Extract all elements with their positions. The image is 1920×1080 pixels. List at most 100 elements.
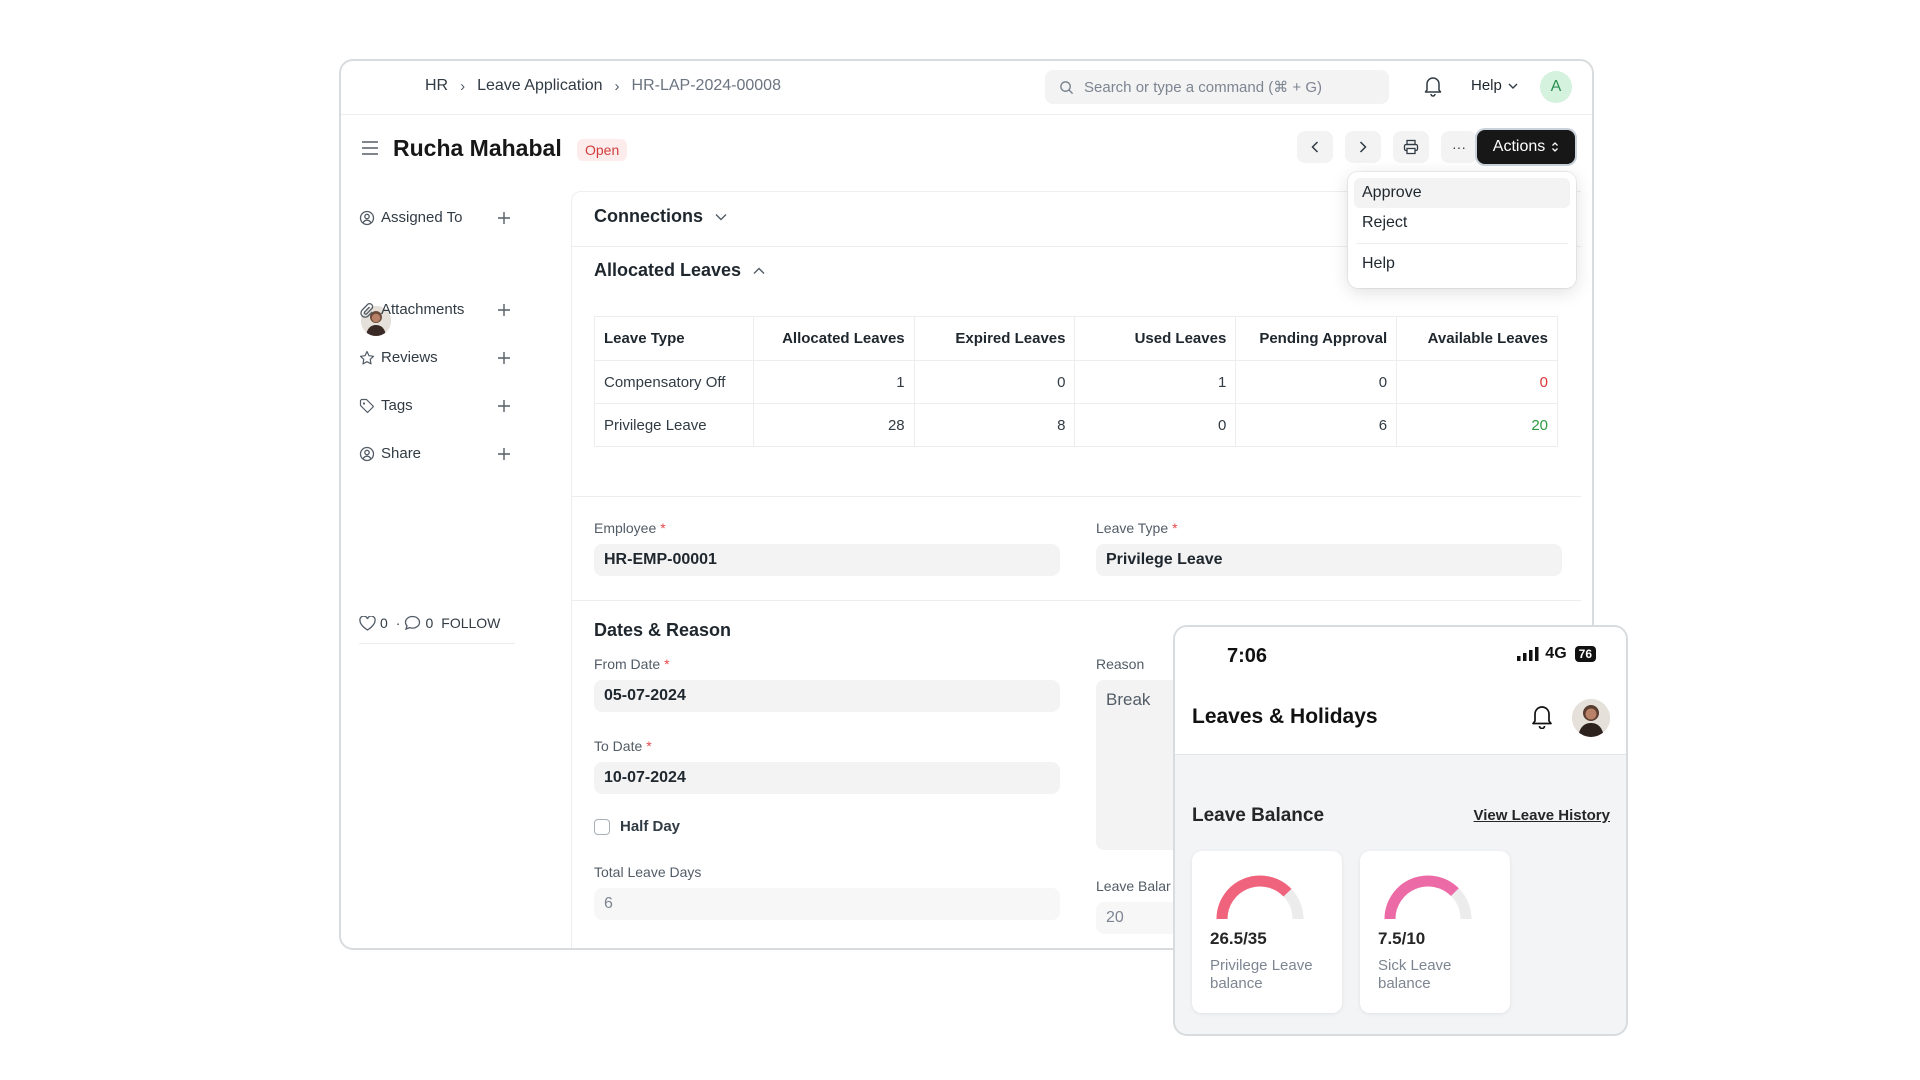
- sidebar-item-label: Reviews: [381, 349, 438, 366]
- menu-item-approve[interactable]: Approve: [1354, 178, 1570, 208]
- leave-type-label: Leave Type *: [1096, 520, 1178, 536]
- from-date-field[interactable]: 05-07-2024: [594, 680, 1060, 712]
- from-date-label: From Date *: [594, 656, 670, 672]
- table-cell: 0: [913, 360, 1076, 404]
- checkbox-box[interactable]: [594, 818, 610, 835]
- plus-icon[interactable]: [497, 399, 511, 413]
- tag-icon: [359, 398, 375, 413]
- employee-field[interactable]: HR-EMP-00001: [594, 544, 1060, 576]
- half-day-checkbox[interactable]: Half Day: [594, 818, 680, 835]
- privilege-leave-gauge: [1216, 875, 1304, 920]
- follow-button[interactable]: FOLLOW: [441, 615, 501, 631]
- plus-icon[interactable]: [497, 303, 511, 317]
- search-input[interactable]: Search or type a command (⌘ + G): [1045, 70, 1389, 104]
- section-title: Allocated Leaves: [594, 260, 742, 280]
- plus-icon[interactable]: [497, 211, 511, 225]
- heart-icon[interactable]: [359, 615, 376, 631]
- actions-dropdown-menu: Approve Reject Help: [1348, 172, 1576, 288]
- notification-bell-icon[interactable]: [1423, 75, 1443, 97]
- signal-icon: [1517, 647, 1539, 661]
- assign-icon: [359, 210, 375, 225]
- sick-leave-card[interactable]: 7.5/10 Sick Leave balance: [1360, 851, 1510, 1013]
- breadcrumb-hr[interactable]: HR: [425, 77, 449, 94]
- table-row: Privilege Leave 28 8 0 6 20: [594, 403, 1558, 447]
- allocated-section-toggle[interactable]: Allocated Leaves: [594, 260, 765, 281]
- status-time: 7:06: [1227, 645, 1268, 667]
- table-cell: Compensatory Off: [594, 360, 754, 404]
- table-row: Compensatory Off 1 0 1 0 0: [594, 360, 1558, 404]
- help-dropdown[interactable]: Help: [1471, 77, 1518, 94]
- chevron-up-icon: [753, 267, 765, 274]
- menu-divider: [1356, 243, 1568, 244]
- menu-item-help[interactable]: Help: [1362, 255, 1395, 272]
- sidebar-item-label: Attachments: [381, 301, 465, 318]
- assignee-avatar[interactable]: [361, 306, 391, 336]
- plus-icon[interactable]: [497, 447, 511, 461]
- chevron-down-icon: [715, 213, 727, 220]
- sick-leave-gauge: [1384, 875, 1472, 920]
- privilege-leave-card[interactable]: 26.5/35 Privilege Leave balance: [1192, 851, 1342, 1013]
- column-header: Available Leaves: [1396, 316, 1558, 361]
- table-cell: 28: [752, 403, 915, 447]
- social-stats: 0 · 0 FOLLOW: [359, 615, 504, 631]
- sidebar-item-reviews[interactable]: Reviews: [359, 349, 511, 366]
- search-icon: [1060, 80, 1074, 94]
- column-header: Expired Leaves: [913, 316, 1076, 361]
- like-count: 0: [380, 615, 388, 631]
- sidebar-item-attachments[interactable]: Attachments: [359, 301, 511, 318]
- navbar: HR › Leave Application › HR-LAP-2024-000…: [341, 61, 1592, 115]
- previous-button[interactable]: [1297, 131, 1333, 163]
- chevron-right-icon: ›: [614, 77, 620, 95]
- total-leave-days-field: 6: [594, 888, 1060, 920]
- table-cell: 0: [1235, 360, 1398, 404]
- sidebar-toggle-icon[interactable]: [361, 140, 379, 156]
- comment-icon[interactable]: [404, 615, 421, 631]
- next-button[interactable]: [1345, 131, 1381, 163]
- actions-button[interactable]: Actions: [1477, 130, 1575, 164]
- plus-icon[interactable]: [497, 351, 511, 365]
- connections-section-toggle[interactable]: Connections: [594, 206, 727, 227]
- mobile-user-avatar[interactable]: [1572, 699, 1610, 737]
- view-leave-history-link[interactable]: View Leave History: [1473, 807, 1610, 824]
- privilege-leave-value: 26.5/35: [1210, 929, 1267, 948]
- notification-bell-icon[interactable]: [1530, 703, 1554, 729]
- paperclip-icon: [360, 302, 374, 318]
- half-day-label: Half Day: [620, 818, 681, 835]
- search-placeholder: Search or type a command (⌘ + G): [1084, 79, 1323, 96]
- table-cell: 1: [1074, 360, 1237, 404]
- actions-label: Actions: [1492, 138, 1546, 155]
- table-cell: 0: [1074, 403, 1237, 447]
- mobile-page-title: Leaves & Holidays: [1192, 705, 1378, 728]
- table-header-row: Leave Type Allocated Leaves Expired Leav…: [594, 316, 1558, 361]
- privilege-leave-caption: Privilege Leave balance: [1210, 957, 1313, 992]
- battery-icon: 76: [1574, 646, 1596, 662]
- leave-balance-label: Leave Balar: [1096, 878, 1171, 894]
- updown-chevron-icon: [1552, 142, 1559, 152]
- more-options-button[interactable]: ···: [1441, 131, 1477, 163]
- user-avatar[interactable]: A: [1540, 71, 1572, 103]
- available-leaves-cell: 0: [1396, 360, 1558, 404]
- breadcrumb-current: HR-LAP-2024-00008: [631, 77, 781, 94]
- section-title: Connections: [594, 206, 704, 226]
- to-date-field[interactable]: 10-07-2024: [594, 762, 1060, 794]
- total-leave-days-label: Total Leave Days: [594, 864, 702, 880]
- table-cell: 1: [752, 360, 915, 404]
- mobile-app-preview: 7:06 4G 76 Leaves & Holidays Leave Balan…: [1173, 625, 1628, 1036]
- share-icon: [359, 446, 375, 461]
- dot-separator: ·: [395, 615, 401, 631]
- section-title: Dates & Reason: [594, 620, 732, 640]
- leave-type-field[interactable]: Privilege Leave: [1096, 544, 1562, 576]
- sidebar-item-label: Share: [381, 445, 422, 462]
- menu-item-reject[interactable]: Reject: [1362, 214, 1408, 231]
- divider: [359, 643, 515, 644]
- gauge-fill: [1384, 875, 1459, 920]
- breadcrumb-leave-application[interactable]: Leave Application: [477, 77, 603, 94]
- print-button[interactable]: [1393, 131, 1429, 163]
- status-bar: 4G 76: [1517, 645, 1596, 663]
- employee-label: Employee *: [594, 520, 666, 536]
- column-header: Leave Type: [594, 316, 754, 361]
- sidebar-item-share[interactable]: Share: [359, 445, 511, 462]
- sidebar-item-tags[interactable]: Tags: [359, 397, 511, 414]
- to-date-label: To Date *: [594, 738, 652, 754]
- sidebar-item-assigned-to[interactable]: Assigned To: [359, 209, 511, 226]
